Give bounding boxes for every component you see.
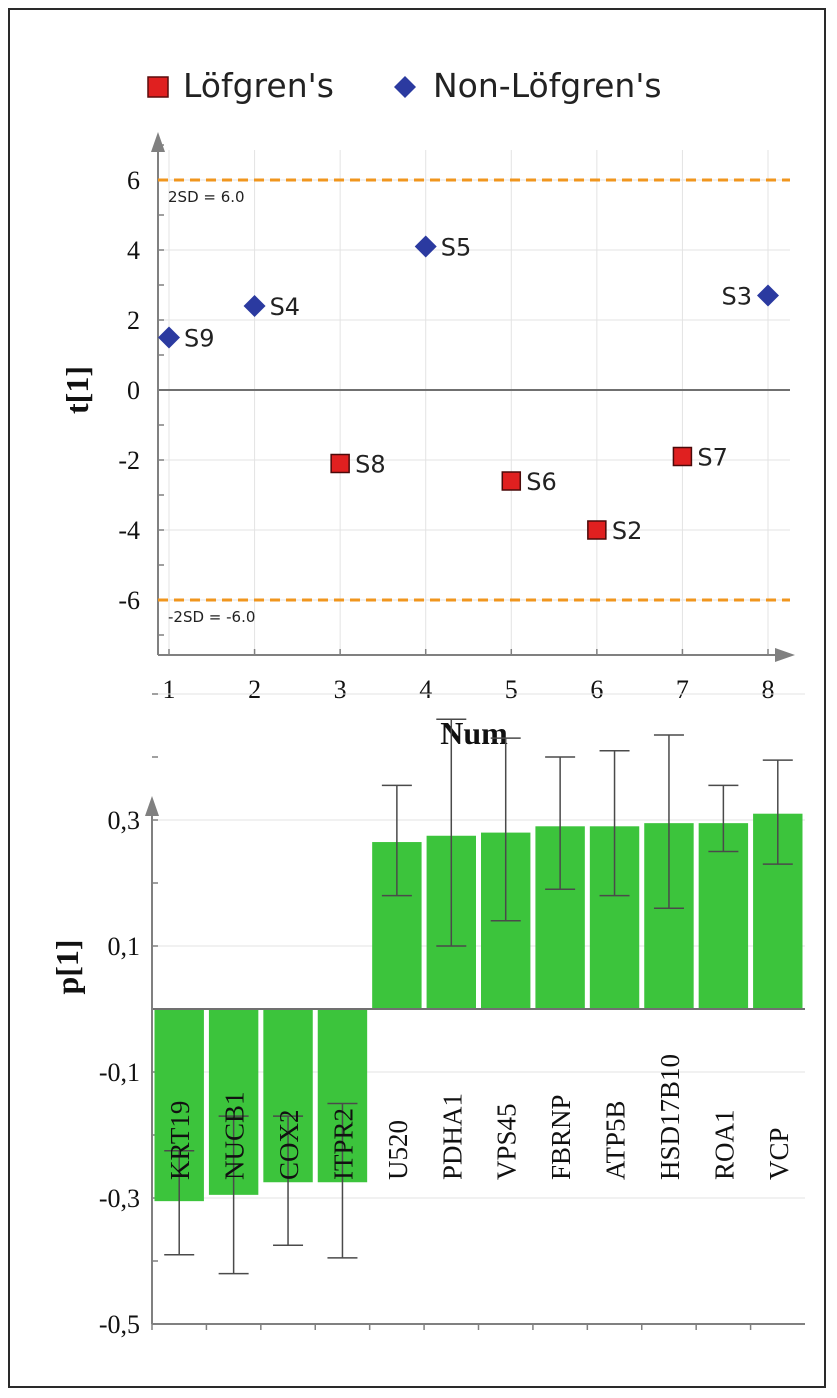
x-tick-label: ATP5B: [601, 1100, 631, 1180]
legend-marker-diamond: [394, 76, 416, 98]
x-tick-label: 7: [676, 675, 689, 704]
y-tick-label: 0: [127, 376, 140, 405]
data-point: [158, 326, 180, 349]
x-tick-label: FBRNP: [546, 1094, 576, 1180]
y-tick-label: -0,3: [99, 1184, 140, 1213]
bar-panel: KRT19 NUCB1 COX2 ITPR2 U520 PDHA1 VPS45 FBRNP AT…: [49, 693, 805, 1339]
data-point: [501, 471, 522, 491]
x-tick-label: VPS45: [492, 1103, 522, 1180]
reference-line-label: -2SD = -6.0: [168, 608, 255, 626]
error-bar: [327, 1102, 358, 1259]
error-bar: [762, 759, 793, 865]
data-point: [757, 284, 779, 307]
error-bar: [653, 734, 684, 909]
y-tick-label: 6: [127, 166, 140, 195]
y-tick-label: 0,1: [108, 932, 141, 961]
x-axis-title: Num: [440, 715, 508, 751]
point-label: S9: [184, 325, 215, 353]
legend-label: Non-Löfgren's: [433, 66, 662, 105]
legend: Löfgren's Non-Löfgren's: [147, 66, 662, 105]
x-tick-label: 3: [334, 675, 347, 704]
point-label: S5: [441, 234, 472, 262]
bar: [698, 823, 749, 1009]
data-point: [330, 453, 350, 474]
point-label: S6: [526, 468, 557, 496]
y-tick-label: -0,1: [99, 1058, 140, 1087]
error-bar: [436, 718, 467, 947]
y-axis-title: p[1]: [49, 939, 85, 994]
y-tick-label: -6: [118, 586, 140, 615]
reference-line-label: 2SD = 6.0: [168, 188, 245, 206]
error-bar: [545, 756, 576, 891]
x-tick-label: COX2: [274, 1109, 304, 1180]
error-bar: [273, 1115, 304, 1246]
data-point: [243, 295, 266, 317]
y-tick-label: -4: [118, 516, 140, 545]
error-bar: [164, 1150, 195, 1256]
point-label: S3: [721, 283, 752, 311]
error-bar: [490, 737, 521, 922]
error-bar: [599, 749, 630, 897]
data-point: [587, 520, 607, 540]
x-tick-label: 4: [419, 675, 432, 704]
x-tick-label: KRT19: [165, 1101, 195, 1180]
error-bar: [381, 784, 412, 897]
error-bar: [218, 1115, 249, 1275]
point-label: S4: [270, 293, 301, 321]
point-label: S7: [697, 444, 728, 472]
x-tick-label: 6: [590, 675, 603, 704]
y-tick-label: 2: [127, 306, 140, 335]
x-tick-label: 5: [505, 675, 518, 704]
figure-frame: [8, 8, 826, 1388]
x-tick-label: 1: [163, 675, 176, 704]
x-tick-label: U520: [383, 1120, 413, 1180]
y-axis-arrow: [151, 132, 165, 152]
y-tick-label: -0,5: [99, 1310, 140, 1339]
x-tick-label: NUCB1: [220, 1091, 250, 1180]
data-point: [414, 235, 437, 258]
y-axis-title: t[1]: [59, 366, 95, 414]
point-label: S2: [612, 517, 643, 545]
y-tick-label: 0,3: [108, 806, 141, 835]
scatter-panel: -6 -4 -2 0 2 4 6 1 2 3 4 5 6 7 8 Num t[1] 2SD = 6.0 -2SD =…: [59, 66, 795, 751]
x-tick-label: 2: [248, 675, 261, 704]
x-tick-label: 8: [762, 675, 775, 704]
x-tick-label: PDHA1: [437, 1093, 467, 1180]
x-axis-arrow: [775, 648, 795, 662]
error-bar: [708, 784, 739, 853]
legend-label: Löfgren's: [183, 66, 334, 105]
point-label: S8: [355, 451, 386, 479]
x-tick-label: ITPR2: [328, 1108, 358, 1180]
data-point: [672, 446, 693, 467]
x-tick-label: HSD17B10: [655, 1054, 685, 1180]
y-tick-label: -2: [118, 446, 140, 475]
legend-marker-square: [147, 76, 169, 98]
x-tick-label: VCP: [764, 1127, 794, 1180]
x-tick-label: ROA1: [709, 1109, 739, 1180]
y-axis-arrow: [145, 796, 159, 816]
y-tick-label: 4: [127, 236, 140, 265]
